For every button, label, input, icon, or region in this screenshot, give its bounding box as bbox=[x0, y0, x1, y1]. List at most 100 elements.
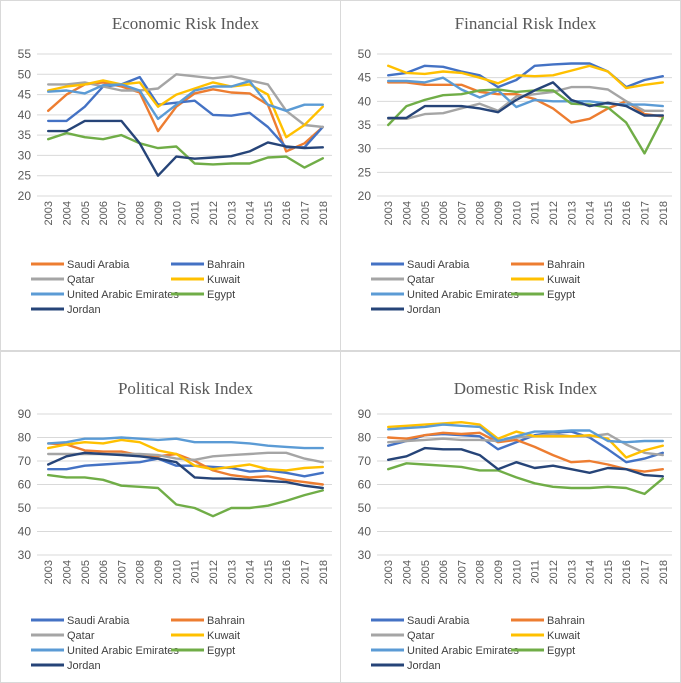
x-tick-label: 2016 bbox=[621, 560, 633, 584]
y-tick-label: 25 bbox=[18, 169, 32, 183]
legend-label-jordan: Jordan bbox=[407, 660, 441, 672]
series-line-egypt bbox=[387, 462, 664, 496]
x-tick-label: 2005 bbox=[420, 201, 432, 225]
legend-label-united-arabic-emirates: United Arabic Emirates bbox=[407, 289, 519, 301]
series-line-united-arabic-emirates bbox=[47, 79, 324, 121]
series-line-bahrain bbox=[387, 431, 664, 473]
x-tick-label: 2013 bbox=[566, 560, 578, 584]
legend-label-united-arabic-emirates: United Arabic Emirates bbox=[67, 645, 179, 657]
x-tick-label: 2012 bbox=[548, 201, 560, 225]
x-tick-label: 2016 bbox=[281, 201, 293, 225]
x-tick-label: 2010 bbox=[171, 560, 183, 584]
x-tick-label: 2007 bbox=[456, 560, 468, 584]
y-tick-label: 35 bbox=[18, 128, 32, 142]
x-tick-label: 2012 bbox=[208, 201, 220, 225]
legend-label-jordan: Jordan bbox=[67, 660, 101, 672]
x-tick-label: 2010 bbox=[511, 560, 523, 584]
legend-label-egypt: Egypt bbox=[207, 645, 235, 657]
y-tick-label: 40 bbox=[358, 525, 372, 539]
x-tick-label: 2009 bbox=[493, 560, 505, 584]
legend-label-kuwait: Kuwait bbox=[207, 630, 240, 642]
series-line-qatar bbox=[47, 73, 324, 129]
series-line-kuwait bbox=[47, 79, 324, 139]
x-tick-label: 2003 bbox=[383, 201, 395, 225]
legend-label-united-arabic-emirates: United Arabic Emirates bbox=[407, 645, 519, 657]
x-tick-label: 2010 bbox=[171, 201, 183, 225]
legend-label-saudi-arabia: Saudi Arabia bbox=[67, 259, 130, 271]
x-tick-label: 2004 bbox=[401, 201, 413, 225]
legend-label-egypt: Egypt bbox=[207, 289, 235, 301]
series-line-qatar bbox=[387, 432, 664, 457]
y-tick-label: 45 bbox=[358, 71, 372, 85]
legend-label-saudi-arabia: Saudi Arabia bbox=[67, 615, 130, 627]
x-tick-label: 2005 bbox=[420, 560, 432, 584]
y-tick-label: 60 bbox=[18, 478, 32, 492]
x-tick-label: 2004 bbox=[61, 560, 73, 584]
y-tick-label: 50 bbox=[358, 501, 372, 515]
x-tick-label: 2007 bbox=[456, 201, 468, 225]
chart-domestic-risk-index: Domestic Risk Index 30 40 50 60 70 80 90 2003 200… bbox=[341, 352, 680, 682]
legend-label-qatar: Qatar bbox=[67, 630, 95, 642]
x-tick-label: 2003 bbox=[43, 201, 55, 225]
x-tick-label: 2014 bbox=[245, 201, 257, 225]
x-tick-label: 2016 bbox=[281, 560, 293, 584]
x-tick-label: 2007 bbox=[116, 560, 128, 584]
x-tick-label: 2008 bbox=[475, 560, 487, 584]
x-tick-label: 2011 bbox=[530, 201, 542, 225]
x-tick-label: 2012 bbox=[548, 560, 560, 584]
financial-chart-svg: Financial Risk Index 20 25 30 35 40 45 50 2003 20… bbox=[358, 14, 672, 316]
series-line-united-arabic-emirates bbox=[387, 423, 664, 444]
x-tick-label: 2005 bbox=[80, 201, 92, 225]
x-tick-label: 2004 bbox=[61, 201, 73, 225]
x-tick-label: 2011 bbox=[530, 560, 542, 584]
legend-label-kuwait: Kuwait bbox=[547, 630, 580, 642]
x-tick-label: 2006 bbox=[438, 201, 450, 225]
y-tick-label: 30 bbox=[358, 548, 372, 562]
legend-label-jordan: Jordan bbox=[67, 304, 101, 316]
series-line-bahrain bbox=[47, 75, 324, 149]
chart-economic-risk-index: Economic Risk Index 20 25 30 35 40 45 50 55 2003 2… bbox=[1, 1, 340, 350]
legend-label-bahrain: Bahrain bbox=[547, 615, 585, 627]
legend-label-bahrain: Bahrain bbox=[207, 615, 245, 627]
y-tick-label: 70 bbox=[18, 454, 32, 468]
x-tick-label: 2017 bbox=[640, 201, 652, 225]
legend-label-egypt: Egypt bbox=[547, 645, 575, 657]
legend-label-united-arabic-emirates: United Arabic Emirates bbox=[67, 289, 179, 301]
chart-title: Economic Risk Index bbox=[112, 14, 260, 33]
legend-label-qatar: Qatar bbox=[407, 274, 435, 286]
legend-label-kuwait: Kuwait bbox=[207, 274, 240, 286]
series-line-united-arabic-emirates bbox=[47, 436, 324, 450]
y-tick-label: 25 bbox=[358, 165, 372, 179]
x-tick-label: 2008 bbox=[135, 201, 147, 225]
x-tick-label: 2013 bbox=[226, 560, 238, 584]
x-tick-label: 2017 bbox=[300, 560, 312, 584]
political-chart-svg: Political Risk Index 30 40 50 60 70 80 90 2003 20… bbox=[18, 379, 332, 672]
legend-label-qatar: Qatar bbox=[407, 630, 435, 642]
series-line-egypt bbox=[47, 131, 324, 169]
domestic-chart-svg: Domestic Risk Index 30 40 50 60 70 80 90 2003 200… bbox=[358, 379, 672, 672]
x-tick-label: 2011 bbox=[190, 201, 202, 225]
x-tick-label: 2013 bbox=[566, 201, 578, 225]
x-tick-label: 2014 bbox=[585, 560, 597, 584]
y-tick-label: 70 bbox=[358, 454, 372, 468]
x-tick-label: 2015 bbox=[603, 201, 615, 225]
x-tick-label: 2013 bbox=[226, 201, 238, 225]
y-tick-label: 40 bbox=[18, 525, 32, 539]
y-tick-label: 40 bbox=[18, 108, 32, 122]
chart-title: Political Risk Index bbox=[118, 379, 254, 398]
series-line-kuwait bbox=[387, 64, 664, 90]
series-line-jordan bbox=[387, 81, 664, 120]
legend-label-saudi-arabia: Saudi Arabia bbox=[407, 615, 470, 627]
series-line-saudi-arabia bbox=[47, 457, 324, 478]
y-tick-label: 35 bbox=[358, 118, 372, 132]
x-tick-label: 2017 bbox=[300, 201, 312, 225]
chart-title: Financial Risk Index bbox=[455, 14, 597, 33]
x-tick-label: 2011 bbox=[190, 560, 202, 584]
series-line-egypt bbox=[47, 473, 324, 518]
x-tick-label: 2006 bbox=[98, 201, 110, 225]
x-tick-label: 2012 bbox=[208, 560, 220, 584]
x-tick-label: 2016 bbox=[621, 201, 633, 225]
series-line-kuwait bbox=[47, 438, 324, 472]
y-tick-label: 45 bbox=[18, 88, 32, 102]
